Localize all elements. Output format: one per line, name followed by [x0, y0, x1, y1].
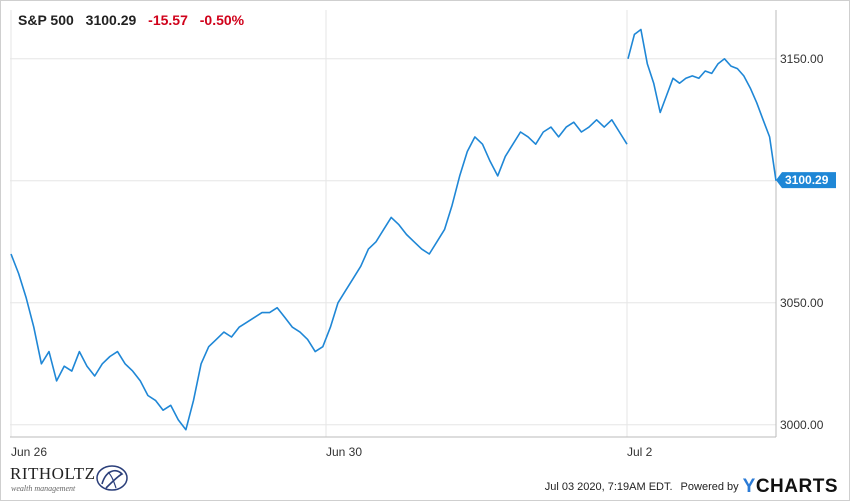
- series-line: [10, 119, 628, 431]
- symbol-label: S&P 500: [18, 12, 74, 28]
- logo-emblem-icon: [96, 465, 128, 491]
- change-value: -15.57: [148, 12, 188, 28]
- quote-header: S&P 500 3100.29 -15.57 -0.50%: [18, 12, 252, 28]
- last-value-badge: 3100.29: [776, 172, 836, 189]
- timestamp: Jul 03 2020, 7:19AM EDT.: [544, 481, 673, 493]
- series-line: [627, 28, 777, 181]
- powered-by-label: Powered by: [680, 481, 739, 493]
- logo-subtext: wealth management: [11, 484, 76, 493]
- x-tick-label: Jun 30: [326, 445, 362, 459]
- y-axis-ticks: 3000.00 3050.00 3150.00: [780, 52, 824, 432]
- grid: [10, 10, 777, 438]
- x-tick-label: Jul 2: [627, 445, 653, 459]
- price-value: 3100.29: [85, 12, 137, 28]
- y-tick-label: 3150.00: [780, 52, 824, 66]
- ycharts-logo[interactable]: YCHARTS: [742, 476, 838, 497]
- footer-credits: Jul 03 2020, 7:19AM EDT. Powered by YCHA…: [545, 476, 838, 498]
- y-tick-label: 3000.00: [780, 418, 824, 432]
- last-value-badge-shape: [776, 172, 836, 189]
- ritholtz-logo: RITHOLTZ wealth management: [10, 460, 140, 496]
- last-value-label: 3100.29: [785, 173, 829, 187]
- x-axis-ticks: Jun 26 Jun 30 Jul 2: [11, 445, 653, 459]
- logo-text: RITHOLTZ: [10, 464, 96, 483]
- series-lines: [10, 28, 777, 431]
- x-tick-label: Jun 26: [11, 445, 47, 459]
- y-tick-label: 3050.00: [780, 296, 824, 310]
- change-percent: -0.50%: [199, 12, 245, 28]
